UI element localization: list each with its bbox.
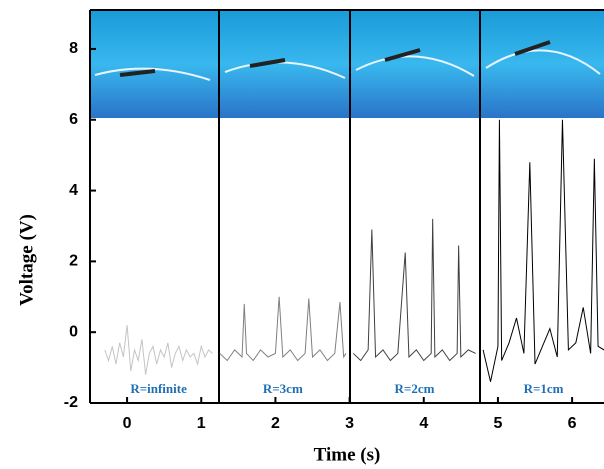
dividers <box>218 10 481 403</box>
signal-line <box>219 296 347 362</box>
x-tick-label: 5 <box>493 415 502 432</box>
y-tick-label: 0 <box>69 323 78 340</box>
photos <box>90 10 604 118</box>
panel-label: R=1cm <box>524 381 564 396</box>
signal-line <box>104 325 213 375</box>
photo-device <box>119 40 551 77</box>
panel-label: R=2cm <box>395 381 435 396</box>
x-tick-label: 3 <box>345 415 354 432</box>
photo-detail <box>94 49 601 81</box>
x-tick-label: 1 <box>197 415 206 432</box>
panel-label: R=3cm <box>263 381 303 396</box>
x-tick-label: 4 <box>419 415 428 432</box>
y-tick-label: 4 <box>69 182 78 199</box>
photo <box>481 10 604 118</box>
signal-line <box>352 218 476 362</box>
photo <box>220 10 349 118</box>
photo <box>90 10 218 118</box>
y-tick-label: 2 <box>69 253 78 270</box>
x-axis-title: Time (s) <box>314 444 381 465</box>
x-tick-label: 6 <box>568 415 577 432</box>
x-tick-label: 0 <box>123 415 132 432</box>
y-axis-title: Voltage (V) <box>16 214 37 306</box>
x-tick-label: 2 <box>271 415 280 432</box>
y-tick-label: 6 <box>69 111 78 128</box>
panel-label: R=infinite <box>130 381 187 396</box>
signal-line <box>482 119 604 382</box>
y-tick-label: -2 <box>64 394 78 411</box>
y-tick-label: 8 <box>69 40 78 57</box>
